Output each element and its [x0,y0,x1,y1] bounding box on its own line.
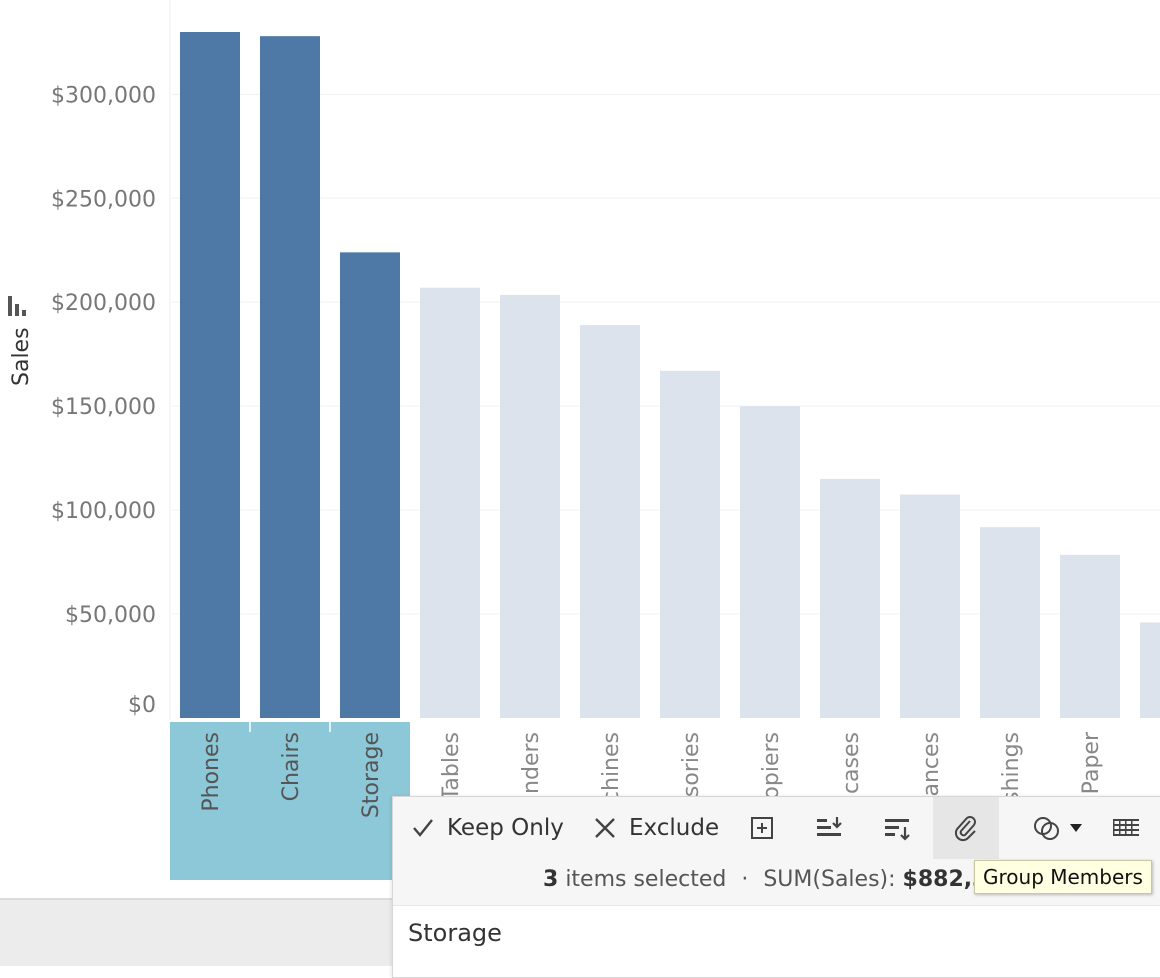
bar[interactable] [500,294,560,718]
y-tick-label: $0 [128,693,156,718]
create-set-button[interactable] [749,797,775,859]
y-tick-label: $300,000 [51,83,156,108]
x-tick-label[interactable]: Paper [1079,731,1104,794]
group-members-hover-tooltip: Group Members [974,860,1152,894]
x-tick-label[interactable]: chines [599,732,624,803]
add-set-icon [749,815,775,841]
exclude-label: Exclude [629,815,720,841]
paperclip-icon [953,814,979,842]
y-axis-label: Sales [9,327,34,386]
x-tick-label[interactable]: sories [679,732,704,797]
bar[interactable] [260,36,320,718]
sort-descending-button[interactable] [815,797,845,859]
separator-dot: · [741,867,749,892]
keep-only-button[interactable]: Keep Only [411,797,564,859]
x-tick-label[interactable]: shings [999,732,1024,803]
selected-labels-highlight [170,722,410,880]
bar[interactable] [180,32,240,718]
x-icon [593,816,617,840]
sort-descending-icon [815,815,845,841]
dropdown-caret-icon [1069,823,1083,833]
checkmark-icon [411,816,435,840]
x-tick-label[interactable]: ances [919,732,944,797]
measure-label: SUM(Sales): [763,867,896,892]
bar[interactable] [660,370,720,718]
bar[interactable] [580,325,640,718]
x-tick-label[interactable]: Tables [439,732,464,801]
exclude-button[interactable]: Exclude [593,797,719,859]
bar[interactable] [1060,554,1120,718]
x-tick-label[interactable]: Phones [199,732,224,812]
x-axis-labels: Phones Chairs Storage Tables nders chines sori… [199,731,1104,818]
items-selected-text: items selected [565,867,727,892]
bar[interactable] [1140,622,1160,718]
y-tick-label: $100,000 [51,499,156,524]
tooltip-toolbar: Keep Only Exclude [393,797,1160,859]
bar[interactable] [740,406,800,718]
y-tick-label: $50,000 [65,603,156,628]
bar-chart: $0 $50,000 $100,000 $150,000 $200,000 $250,00… [8,0,1160,880]
sort-ascending-button[interactable] [883,797,913,859]
tooltip-body-header: Storage [408,919,502,947]
bar[interactable] [900,494,960,718]
sort-ascending-icon [883,815,913,841]
axis-sort-icon[interactable] [8,296,26,316]
x-tick-label[interactable]: opiers [759,732,784,800]
x-tick-label[interactable]: nders [519,732,544,794]
bar[interactable] [980,527,1040,718]
bar[interactable] [340,252,400,719]
keep-only-label: Keep Only [447,815,564,841]
y-tick-label: $250,000 [51,187,156,212]
selection-highlight [170,722,410,880]
group-members-button[interactable] [933,797,999,859]
y-axis-title[interactable]: Sales [9,327,34,386]
x-tick-label[interactable]: cases [839,732,864,794]
view-data-button[interactable] [1113,797,1139,859]
venn-icon [1033,814,1061,842]
y-tick-label: $200,000 [51,291,156,316]
x-tick-label[interactable]: Storage [359,732,384,818]
venn-menu-button[interactable] [1033,797,1083,859]
bars [180,32,1160,719]
bar[interactable] [420,287,480,718]
x-tick-label[interactable]: Chairs [279,732,304,801]
y-axis-ticks: $0 $50,000 $100,000 $150,000 $200,000 $250,00… [51,83,156,718]
bar[interactable] [820,478,880,718]
y-tick-label: $150,000 [51,395,156,420]
measure-value: $882,3 [902,867,988,892]
table-view-icon [1113,817,1139,839]
selected-count: 3 [543,867,559,892]
